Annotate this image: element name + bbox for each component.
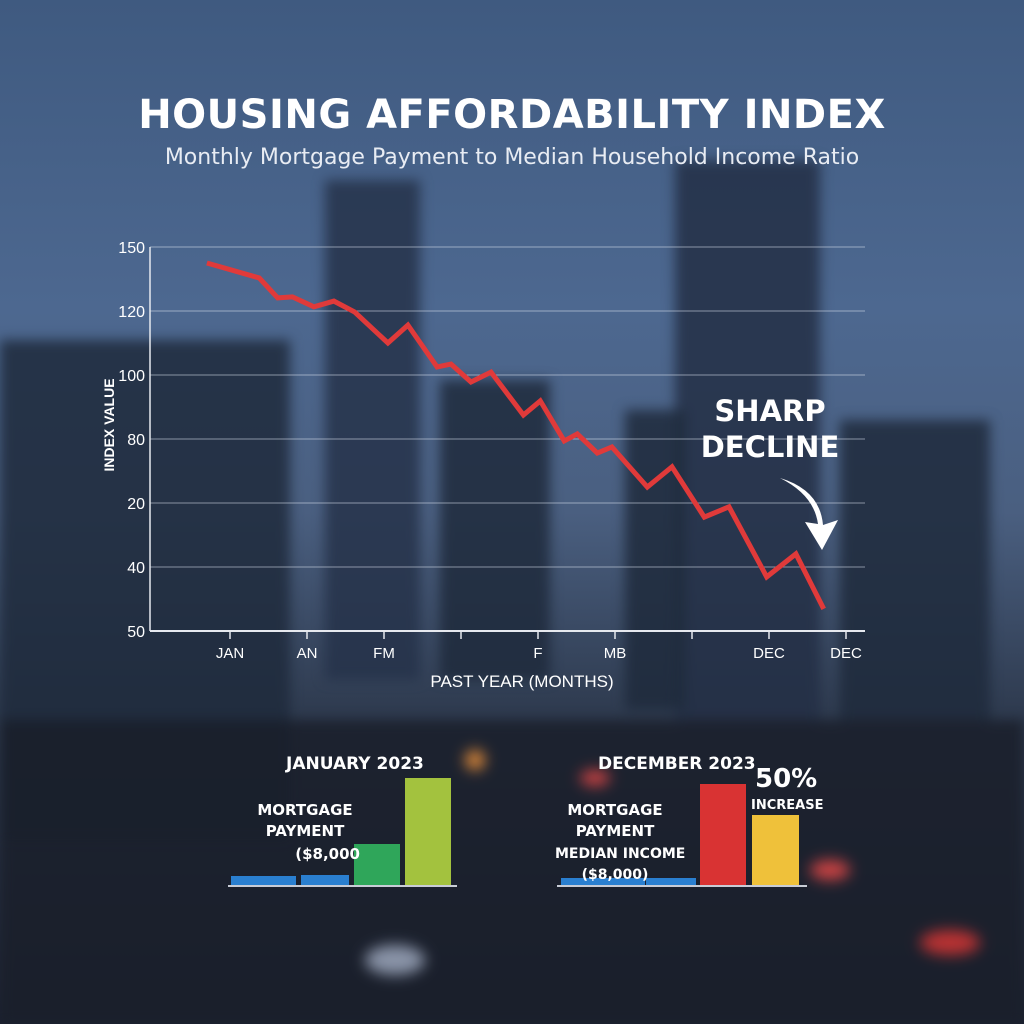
- december-label-line1: MORTGAGE: [567, 801, 663, 819]
- x-tick-label: DEC: [753, 645, 785, 662]
- series-line: [206, 260, 826, 611]
- annotation-line2: DECLINE: [700, 430, 840, 464]
- bar: [301, 875, 349, 885]
- bar: [700, 784, 746, 885]
- chart-subtitle: Monthly Mortgage Payment to Median House…: [164, 145, 860, 170]
- x-tick-label: MB: [604, 645, 627, 662]
- y-axis-label: INDEX VALUE: [101, 378, 117, 471]
- y-tick-label: 80: [127, 432, 145, 449]
- january-label-line3: ($8,000: [295, 845, 360, 863]
- y-tick-label: 120: [118, 304, 145, 321]
- bar: [752, 815, 799, 885]
- bar: [231, 876, 296, 885]
- january-label-line1: MORTGAGE: [257, 801, 353, 819]
- december-label-line2: PAYMENT: [575, 822, 655, 840]
- annotation-line1: SHARP: [714, 394, 826, 428]
- increase-percent: 50%: [755, 764, 818, 794]
- january-label: MORTGAGE PAYMENT ($8,000: [250, 800, 360, 865]
- january-title: JANUARY 2023: [286, 754, 424, 774]
- y-tick-label: 50: [127, 624, 145, 641]
- bar: [561, 878, 645, 885]
- bar: [354, 844, 400, 885]
- increase-label: INCREASE: [751, 798, 824, 813]
- y-tick-label: 150: [118, 240, 145, 257]
- x-tick-label: FM: [373, 645, 395, 662]
- chart-title: HOUSING AFFORDABILITY INDEX: [138, 92, 886, 138]
- december-label-line4: ($8,000): [581, 867, 649, 883]
- x-axis-label: PAST YEAR (MONTHS): [430, 672, 613, 691]
- curved-arrow-down-icon: [780, 478, 838, 550]
- december-label-line3: MEDIAN INCOME: [555, 846, 686, 862]
- y-tick-label: 40: [127, 560, 145, 577]
- sharp-decline-annotation: SHARP DECLINE: [690, 393, 850, 465]
- bar: [405, 778, 451, 885]
- january-label-line2: PAYMENT: [265, 822, 345, 840]
- x-tick-label: F: [533, 645, 542, 662]
- bar: [646, 878, 696, 885]
- x-tick-label: AN: [297, 645, 318, 662]
- x-tick-label: JAN: [216, 645, 244, 662]
- x-tick-label: DEC: [830, 645, 862, 662]
- y-tick-label: 20: [127, 496, 145, 513]
- december-title: DECEMBER 2023: [598, 754, 756, 774]
- december-label: MORTGAGE PAYMENT MEDIAN INCOME ($8,000): [555, 800, 686, 886]
- y-tick-label: 100: [118, 368, 145, 385]
